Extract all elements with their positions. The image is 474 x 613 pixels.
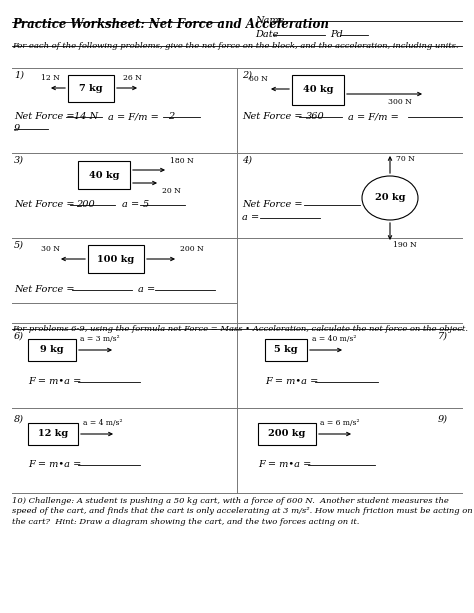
- Text: Net Force =: Net Force =: [242, 112, 306, 121]
- Text: Pd: Pd: [330, 30, 343, 39]
- Text: Net Force =: Net Force =: [14, 200, 78, 209]
- Bar: [88, 245, 144, 273]
- Text: 7 kg: 7 kg: [79, 84, 103, 93]
- Text: Name: Name: [255, 16, 284, 25]
- Text: 4): 4): [242, 156, 252, 165]
- Bar: [78, 161, 130, 189]
- Text: a = 4 m/s²: a = 4 m/s²: [83, 419, 122, 427]
- Text: 70 N: 70 N: [396, 155, 415, 163]
- Text: a = F/m =: a = F/m =: [348, 112, 399, 121]
- Text: 7): 7): [438, 332, 448, 341]
- Text: a =: a =: [242, 213, 262, 222]
- Text: a = 40 m/s²: a = 40 m/s²: [312, 335, 356, 343]
- Text: a =: a =: [122, 200, 142, 209]
- Text: 40 kg: 40 kg: [303, 85, 333, 94]
- Text: a = F/m =: a = F/m =: [108, 112, 159, 121]
- Text: 12 N: 12 N: [41, 74, 59, 82]
- Text: a =: a =: [138, 285, 158, 294]
- Text: 60 N: 60 N: [249, 75, 268, 83]
- Text: 2: 2: [168, 112, 174, 121]
- Text: 360: 360: [306, 112, 325, 121]
- Bar: [265, 339, 307, 361]
- Text: 20 N: 20 N: [162, 187, 181, 195]
- Text: Date: Date: [255, 30, 278, 39]
- Text: 8): 8): [14, 415, 24, 424]
- Text: F = m•a =: F = m•a =: [258, 460, 314, 469]
- Text: 200 kg: 200 kg: [268, 430, 306, 438]
- Text: 9 kg: 9 kg: [40, 346, 64, 354]
- Text: 1): 1): [14, 71, 24, 80]
- Text: 10) Challenge: A student is pushing a 50 kg cart, with a force of 600 N.  Anothe: 10) Challenge: A student is pushing a 50…: [12, 497, 473, 526]
- Text: Net Force =: Net Force =: [242, 200, 306, 209]
- Text: For problems 6-9, using the formula net Force = Mass • Acceleration, calculate t: For problems 6-9, using the formula net …: [12, 325, 468, 333]
- Text: 180 N: 180 N: [170, 157, 194, 165]
- Text: 200: 200: [76, 200, 95, 209]
- Text: 6): 6): [14, 332, 24, 341]
- Text: 300 N: 300 N: [388, 98, 412, 106]
- Text: 40 kg: 40 kg: [89, 170, 119, 180]
- Bar: [258, 423, 316, 445]
- Bar: [28, 423, 78, 445]
- Text: 5 kg: 5 kg: [274, 346, 298, 354]
- Text: Net Force =: Net Force =: [14, 285, 78, 294]
- Text: For each of the following problems, give the net force on the block, and the acc: For each of the following problems, give…: [12, 42, 458, 50]
- Text: a = 3 m/s²: a = 3 m/s²: [80, 335, 119, 343]
- Text: 30 N: 30 N: [41, 245, 60, 253]
- Text: F = m•a =: F = m•a =: [265, 377, 321, 386]
- Text: 26 N: 26 N: [123, 74, 141, 82]
- Text: Practice Worksheet: Net Force and Acceleration: Practice Worksheet: Net Force and Accele…: [12, 18, 329, 31]
- Text: Net Force =: Net Force =: [14, 112, 78, 121]
- Text: 5): 5): [14, 241, 24, 250]
- Text: 190 N: 190 N: [393, 241, 417, 249]
- Text: F = m•a =: F = m•a =: [28, 460, 84, 469]
- Text: 12 kg: 12 kg: [38, 430, 68, 438]
- Text: 20 kg: 20 kg: [375, 194, 405, 202]
- Text: 9): 9): [438, 415, 448, 424]
- Text: 100 kg: 100 kg: [97, 254, 135, 264]
- Text: 5: 5: [143, 200, 149, 209]
- Text: 2): 2): [242, 71, 252, 80]
- Text: 14 N: 14 N: [74, 112, 98, 121]
- Bar: [292, 75, 344, 105]
- Text: 200 N: 200 N: [180, 245, 204, 253]
- Text: 9: 9: [14, 124, 20, 133]
- Text: 3): 3): [14, 156, 24, 165]
- Text: a = 6 m/s²: a = 6 m/s²: [320, 419, 359, 427]
- Bar: [68, 75, 114, 102]
- Ellipse shape: [362, 176, 418, 220]
- Bar: [28, 339, 76, 361]
- Text: F = m•a =: F = m•a =: [28, 377, 84, 386]
